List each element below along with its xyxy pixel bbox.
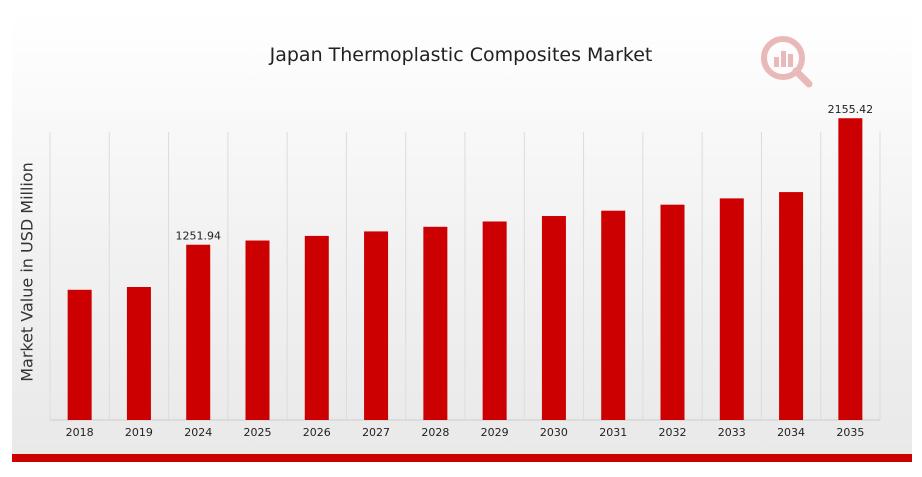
research-chart-logo-icon	[761, 36, 813, 88]
x-tick-label: 2019	[125, 426, 153, 439]
data-label: 1251.94	[175, 230, 221, 243]
x-tick-label: 2033	[718, 426, 746, 439]
x-tick-label: 2027	[362, 426, 390, 439]
x-tick-label: 2031	[599, 426, 627, 439]
bar-2025	[245, 240, 270, 420]
x-tick-label: 2026	[303, 426, 331, 439]
x-tick-label: 2018	[66, 426, 94, 439]
bar-2032	[660, 204, 685, 420]
bar-2034	[779, 192, 804, 420]
bar-2026	[304, 235, 329, 420]
x-tick-label: 2028	[421, 426, 449, 439]
bar-2033	[719, 198, 744, 420]
data-label: 2155.42	[828, 103, 874, 116]
x-tick-label: 2032	[659, 426, 687, 439]
accent-bar	[12, 454, 912, 462]
x-tick-label: 2034	[777, 426, 805, 439]
bar-2029	[482, 221, 507, 420]
bar-2028	[423, 226, 448, 420]
chart-title: Japan Thermoplastic Composites Market	[269, 44, 653, 66]
bar-2018	[67, 289, 92, 420]
x-tick-label: 2024	[184, 426, 212, 439]
x-tick-label: 2029	[481, 426, 509, 439]
bar-2019	[126, 287, 151, 420]
x-tick-label: 2035	[836, 426, 864, 439]
chart-card	[12, 12, 912, 454]
x-tick-label: 2030	[540, 426, 568, 439]
x-tick-label: 2025	[244, 426, 272, 439]
bar-2030	[541, 216, 566, 420]
bar-2035	[838, 118, 863, 420]
bar-2027	[364, 231, 389, 420]
bar-2031	[601, 210, 626, 420]
bar-2024	[186, 244, 211, 420]
